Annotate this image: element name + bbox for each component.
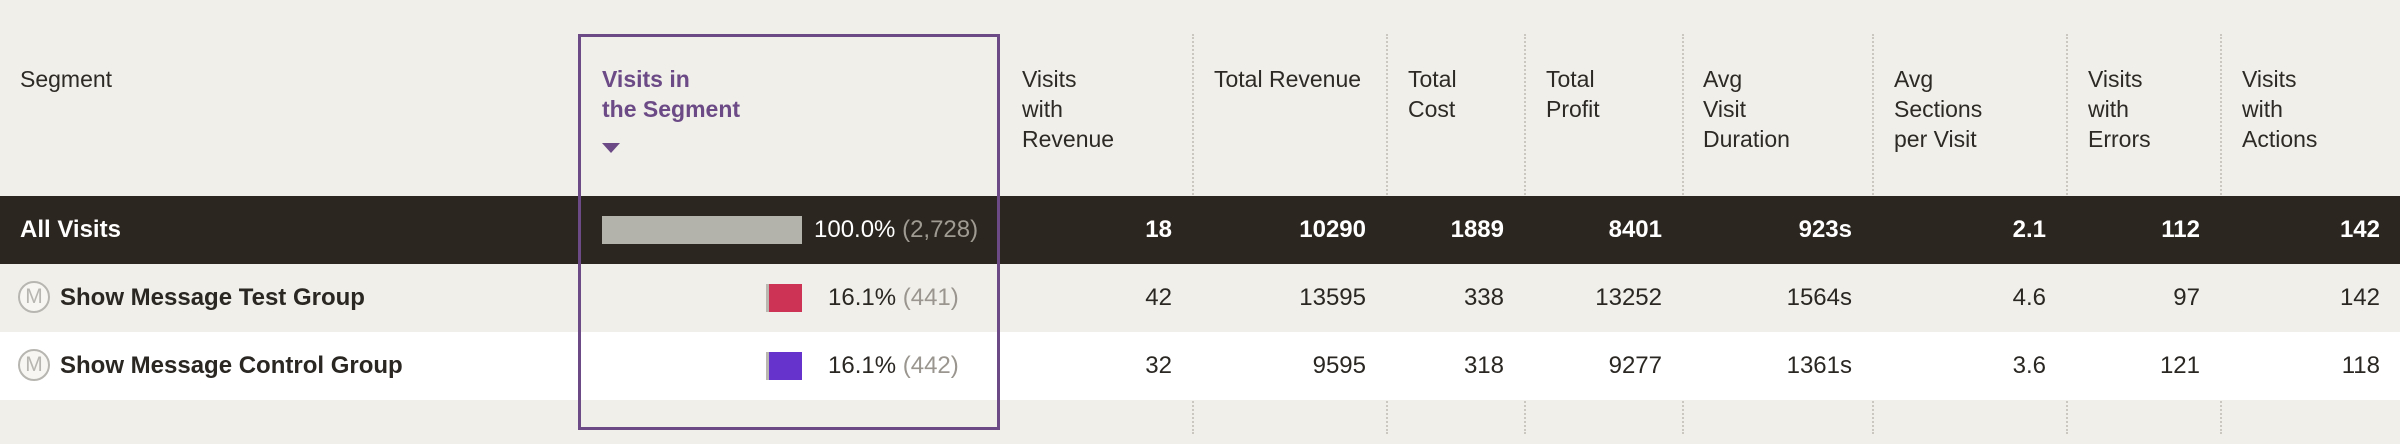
visits-with-errors-value: 97 — [2173, 284, 2200, 311]
total-profit-value: 9277 — [1608, 352, 1662, 379]
total-cost-value: 1889 — [1450, 216, 1504, 243]
table-row-test-group[interactable]: M Show Message Test Group 16.1% (441) 42… — [0, 264, 2400, 332]
segment-label[interactable]: Show Message Test Group — [60, 284, 365, 311]
header-visits-with-errors[interactable]: Visits with Errors — [2088, 66, 2151, 152]
avg-sections-value: 4.6 — [2012, 284, 2046, 311]
header-segment[interactable]: Segment — [20, 66, 113, 92]
visits-percentage: 100.0% (2,728) — [814, 216, 979, 243]
visits-with-revenue-value: 42 — [1145, 284, 1172, 311]
header-total-profit[interactable]: Total Profit — [1546, 66, 1600, 122]
avg-sections-value: 2.1 — [2012, 216, 2046, 243]
visits-share-bar — [766, 284, 802, 312]
visits-share-bar — [602, 216, 802, 244]
visits-with-actions-value: 142 — [2339, 284, 2380, 311]
segment-label[interactable]: All Visits — [20, 216, 121, 243]
header-total-revenue[interactable]: Total Revenue — [1214, 66, 1362, 92]
total-cost-value: 318 — [1463, 352, 1504, 379]
segment-label[interactable]: Show Message Control Group — [60, 352, 403, 379]
visits-with-actions-value: 118 — [2341, 352, 2380, 379]
visits-percentage: 16.1% (441) — [828, 284, 959, 311]
visits-percentage: 16.1% (442) — [828, 352, 959, 379]
visits-with-errors-value: 112 — [2161, 216, 2200, 243]
header-avg-visit-duration[interactable]: Avg Visit Duration — [1703, 66, 1790, 152]
table-row-all-visits[interactable]: All Visits 100.0% (2,728) 18 10290 1889 … — [0, 196, 2400, 264]
total-revenue-value: 10290 — [1299, 216, 1366, 243]
avg-visit-duration-value: 1361s — [1786, 352, 1852, 379]
avg-visit-duration-value: 923s — [1798, 216, 1852, 243]
segment-type-m-icon: M — [18, 349, 50, 381]
header-total-cost[interactable]: Total Cost — [1408, 66, 1457, 122]
header-visits-in-segment[interactable]: Visits in the Segment — [602, 66, 741, 122]
visits-with-actions-value: 142 — [2339, 216, 2380, 243]
segment-type-m-icon: M — [18, 281, 50, 313]
table-row-control-group[interactable]: M Show Message Control Group 16.1% (442)… — [0, 332, 2400, 400]
sort-desc-caret-icon[interactable] — [602, 143, 620, 153]
total-revenue-value: 13595 — [1299, 284, 1366, 311]
total-profit-value: 13252 — [1595, 284, 1662, 311]
visits-share-bar — [766, 352, 802, 380]
total-revenue-value: 9595 — [1312, 352, 1366, 379]
visits-with-revenue-value: 18 — [1145, 216, 1172, 243]
avg-sections-value: 3.6 — [2012, 352, 2046, 379]
header-avg-sections-per-visit[interactable]: Avg Sections per Visit — [1894, 66, 1983, 152]
visits-with-errors-value: 121 — [2159, 352, 2200, 379]
header-visits-with-revenue[interactable]: Visits with Revenue — [1022, 66, 1115, 152]
header-visits-with-actions[interactable]: Visits with Actions — [2242, 66, 2318, 152]
visits-with-revenue-value: 32 — [1145, 352, 1172, 379]
total-cost-value: 338 — [1463, 284, 1504, 311]
total-profit-value: 8401 — [1608, 216, 1662, 243]
avg-visit-duration-value: 1564s — [1786, 284, 1852, 311]
